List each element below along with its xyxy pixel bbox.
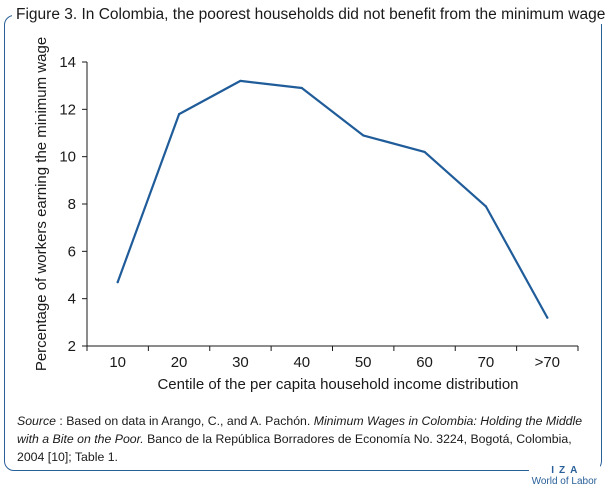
x-tick-label: 30: [232, 354, 249, 371]
data-point: [177, 112, 181, 116]
y-tick-label: 8: [68, 196, 76, 213]
x-tick-label: 60: [416, 354, 433, 371]
y-tick-label: 12: [59, 101, 76, 118]
logo-subtitle: World of Labor: [531, 476, 597, 487]
chart-marks: [116, 79, 549, 319]
data-point: [116, 281, 119, 284]
x-tick-label: 10: [109, 354, 126, 371]
source-publication-title: Minimum Wages in Colombia: Holding the M…: [17, 414, 583, 446]
source-label: Source: [17, 414, 56, 428]
y-tick-label: 6: [68, 243, 76, 260]
x-tick-label: 40: [293, 354, 310, 371]
data-point: [239, 79, 242, 83]
source-note: Source : Based on data in Arango, C., an…: [17, 412, 595, 466]
y-tick-label: 14: [59, 54, 76, 71]
logo-wordmark: IZA: [551, 465, 583, 476]
y-tick-label: 4: [68, 291, 76, 308]
x-tick-label: 50: [355, 354, 372, 371]
data-point: [546, 316, 549, 319]
y-tick-label: 10: [59, 149, 76, 166]
data-point: [423, 150, 426, 154]
source-text-post: Banco de la República Borradores de Econ…: [17, 432, 572, 464]
figure-title: Figure 3. In Colombia, the poorest house…: [12, 6, 608, 24]
x-tick-label: 70: [478, 354, 495, 371]
data-point: [484, 205, 488, 208]
data-point: [362, 134, 365, 137]
x-tick-label: 20: [171, 354, 188, 371]
iza-logo: IZA World of Labor: [528, 465, 600, 487]
y-axis-title: Percentage of workers earning the minimu…: [33, 37, 50, 371]
chart-axes: 2 4 6 8 10 12 14 10 20 30 40 50 60 70 >70 Centile of th…: [33, 37, 579, 393]
line-chart: 2 4 6 8 10 12 14 10 20 30 40 50 60 70 >70 Centile of th…: [33, 37, 579, 393]
y-tick-label: 2: [68, 338, 76, 355]
x-axis-title: Centile of the per capita household inco…: [157, 376, 518, 393]
x-tick-label: >70: [535, 354, 560, 371]
series-line: [116, 79, 549, 319]
source-text-pre: : Based on data in Arango, C., and A. Pa…: [55, 414, 314, 428]
data-point: [300, 86, 303, 90]
